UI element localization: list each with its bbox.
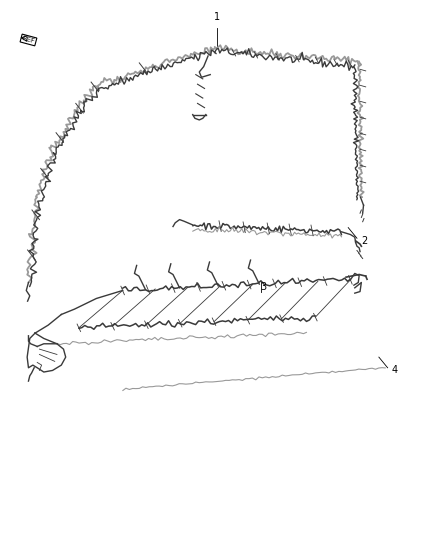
Text: 4: 4 xyxy=(392,366,398,375)
Text: REF: REF xyxy=(21,35,35,45)
Text: 1: 1 xyxy=(214,12,220,22)
Text: 3: 3 xyxy=(261,282,267,292)
Text: 2: 2 xyxy=(361,236,367,246)
